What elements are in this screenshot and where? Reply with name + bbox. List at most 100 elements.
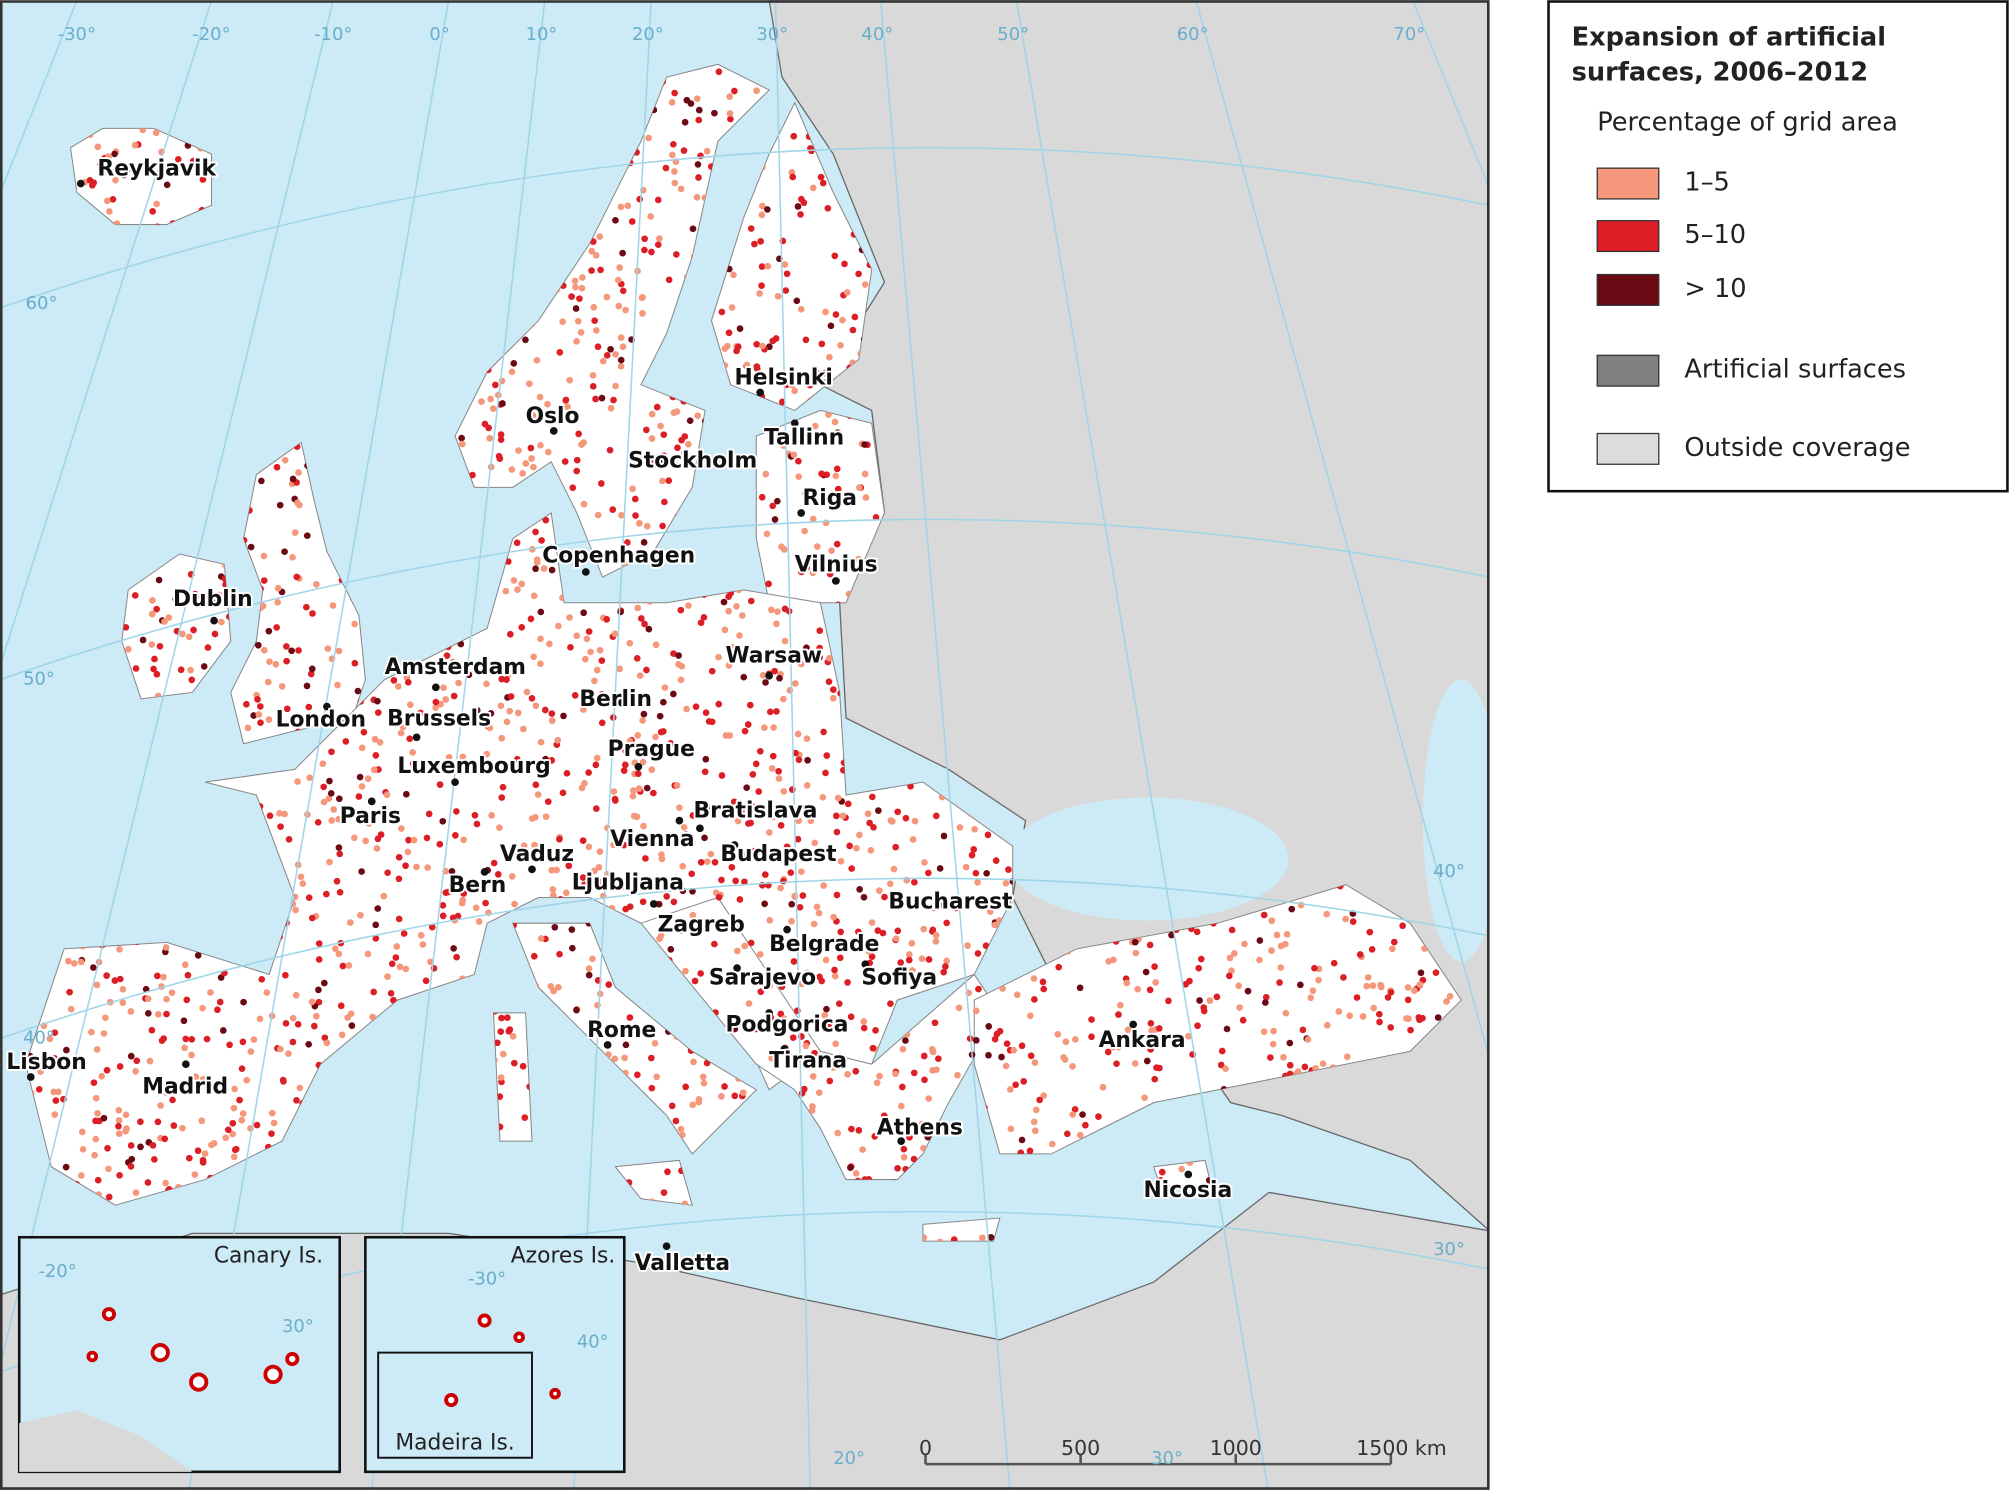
change-dot	[320, 979, 328, 987]
change-dot	[1241, 940, 1248, 948]
change-dot	[813, 903, 821, 911]
change-dot	[260, 552, 268, 560]
change-dot	[682, 1083, 690, 1091]
change-dot	[924, 1133, 932, 1141]
change-dot	[214, 1006, 221, 1014]
change-dot	[1032, 1106, 1040, 1114]
change-dot	[806, 381, 814, 389]
change-dot	[715, 653, 722, 661]
change-dot	[328, 817, 336, 824]
change-dot	[93, 981, 101, 989]
change-dot	[357, 911, 364, 919]
change-dot	[830, 694, 837, 702]
change-dot	[962, 863, 970, 871]
change-dot	[580, 881, 588, 889]
change-dot	[811, 422, 819, 430]
change-dot	[759, 342, 766, 350]
change-dot	[1007, 1125, 1015, 1133]
change-dot	[580, 500, 588, 508]
change-dot	[305, 703, 313, 711]
change-dot	[1235, 982, 1243, 990]
change-dot	[303, 682, 311, 690]
change-dot	[638, 294, 646, 301]
change-dot	[149, 208, 157, 215]
change-dot	[436, 781, 444, 788]
change-dot	[826, 1077, 834, 1085]
change-dot	[295, 647, 302, 654]
change-dot	[768, 1050, 776, 1057]
change-dot	[921, 859, 928, 866]
change-dot	[305, 894, 313, 902]
change-dot	[404, 848, 412, 856]
change-dot	[565, 862, 573, 870]
change-dot	[762, 679, 769, 686]
change-dot	[321, 1034, 329, 1042]
change-dot	[807, 817, 815, 825]
change-dot	[1136, 1039, 1143, 1047]
change-dot	[315, 986, 322, 994]
change-dot	[453, 808, 460, 815]
change-dot	[308, 914, 316, 922]
change-dot	[428, 715, 436, 722]
change-dot	[837, 341, 844, 349]
change-dot	[258, 975, 266, 983]
change-dot	[631, 495, 639, 503]
change-dot	[409, 760, 417, 768]
change-dot	[826, 570, 834, 578]
change-dot	[559, 789, 567, 797]
coverage-region	[614, 1159, 693, 1206]
change-dot	[1069, 1111, 1077, 1118]
change-dot	[886, 880, 894, 888]
change-dot	[824, 204, 832, 212]
change-dot	[1256, 956, 1263, 964]
change-dot	[795, 817, 803, 825]
change-dot	[327, 789, 335, 797]
change-dot	[149, 1142, 157, 1149]
change-dot	[424, 864, 431, 871]
change-dot	[325, 795, 333, 802]
change-dot	[303, 603, 310, 611]
change-dot	[866, 819, 873, 827]
change-dot	[428, 923, 436, 931]
change-dot	[579, 874, 587, 881]
change-dot	[925, 956, 933, 963]
change-dot	[572, 305, 580, 312]
change-dot	[508, 368, 516, 376]
change-dot	[390, 996, 397, 1004]
change-dot	[775, 775, 783, 782]
change-dot	[243, 1076, 251, 1084]
change-dot	[942, 963, 949, 970]
change-dot	[556, 349, 564, 356]
change-dot	[650, 789, 657, 797]
change-dot	[864, 810, 872, 818]
change-dot	[556, 835, 563, 843]
change-dot	[789, 1058, 796, 1066]
change-dot	[88, 1028, 95, 1036]
change-dot	[592, 395, 599, 403]
change-dot	[642, 426, 650, 434]
change-dot	[1110, 956, 1117, 964]
change-dot	[1062, 1038, 1070, 1046]
change-dot	[733, 602, 740, 610]
change-dot	[280, 1078, 287, 1085]
change-dot	[406, 735, 414, 743]
change-dot	[573, 1006, 580, 1014]
black-sea	[1006, 797, 1289, 921]
change-dot	[332, 945, 339, 953]
change-dot	[405, 836, 412, 844]
change-dot	[813, 543, 821, 550]
change-dot	[1156, 1025, 1163, 1032]
change-dot	[865, 948, 873, 955]
change-dot	[645, 134, 652, 142]
change-dot	[78, 1128, 86, 1136]
change-dot	[527, 615, 535, 623]
change-dot	[532, 565, 539, 573]
change-dot	[1370, 1004, 1378, 1012]
change-dot	[728, 643, 736, 651]
change-dot	[802, 336, 810, 344]
change-dot	[1277, 942, 1285, 950]
change-dot	[581, 779, 588, 787]
change-dot	[1218, 1047, 1226, 1055]
change-dot	[487, 710, 495, 717]
change-dot	[148, 641, 156, 648]
